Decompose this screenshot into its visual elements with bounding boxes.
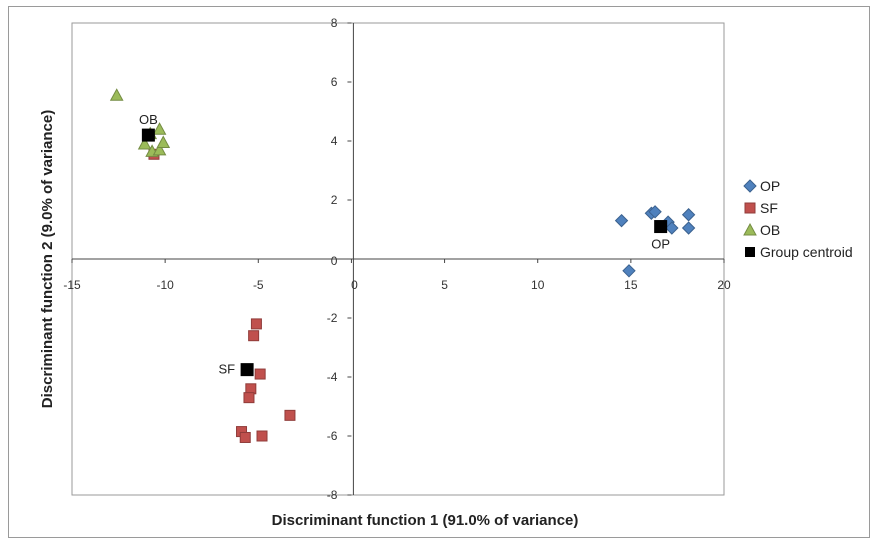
- y-tick-label: 8: [331, 16, 338, 30]
- legend-marker: [744, 202, 756, 214]
- y-tick-label: 0: [331, 254, 338, 268]
- op-point: [681, 208, 696, 222]
- ob-point: [137, 136, 152, 150]
- x-tick-label: 0: [351, 278, 358, 292]
- ob-point: [156, 135, 171, 148]
- x-tick-label: 5: [441, 278, 448, 292]
- op-point: [665, 221, 679, 235]
- legend-label: Group centroid: [760, 244, 853, 260]
- legend: OP SF OB Group centroid: [743, 178, 853, 260]
- centroid-label: OP: [651, 237, 670, 252]
- op-point: [622, 264, 636, 278]
- y-tick-label: -6: [327, 429, 338, 443]
- chart-frame: [8, 6, 870, 538]
- legend-item: OB: [743, 222, 780, 238]
- sf-point: [243, 392, 255, 404]
- ob-point: [152, 122, 167, 135]
- y-tick-label: 6: [331, 75, 338, 89]
- group-centroid-point: [141, 128, 155, 142]
- legend-label: OP: [760, 178, 780, 194]
- op-point: [648, 205, 662, 219]
- sf-point: [239, 431, 251, 443]
- legend-marker: [743, 179, 757, 193]
- sf-point: [248, 330, 260, 342]
- group-centroid-point: [654, 220, 668, 234]
- ob-point: [152, 142, 167, 156]
- y-tick-label: -4: [327, 370, 338, 384]
- ob-point: [109, 88, 124, 101]
- sf-point: [256, 430, 268, 442]
- centroid-label: OB: [139, 112, 158, 127]
- x-tick-label: 10: [531, 278, 545, 292]
- x-tick-label: 15: [624, 278, 638, 292]
- x-tick-label: 20: [717, 278, 731, 292]
- x-tick-label: -10: [156, 278, 174, 292]
- legend-item: OP: [743, 178, 780, 194]
- legend-label: OB: [760, 222, 780, 238]
- y-tick-labels: -8 -6 -4 -2 0 2 4 6 8: [327, 16, 352, 502]
- group-centroid-point: [240, 363, 254, 377]
- sf-point: [250, 318, 262, 330]
- x-tick-labels: -15 -10 -5 0 5 10 15 20: [63, 259, 731, 292]
- y-axis-title: Discriminant function 2 (9.0% of varianc…: [39, 110, 56, 408]
- centroid-label: SF: [218, 362, 235, 377]
- op-point: [681, 221, 696, 235]
- legend-item: Group centroid: [745, 244, 853, 260]
- sf-point: [284, 409, 296, 421]
- x-axis-title: Discriminant function 1 (91.0% of varian…: [272, 512, 579, 529]
- y-tick-label: -8: [327, 488, 338, 502]
- sf-point: [254, 368, 266, 380]
- data-points: [109, 88, 696, 443]
- op-point: [614, 213, 629, 228]
- y-tick-label: 2: [331, 193, 338, 207]
- y-tick-label: -2: [327, 311, 338, 325]
- centroid-annotations: OB SF OP: [139, 112, 670, 377]
- legend-item: SF: [744, 200, 778, 216]
- legend-marker: [743, 222, 757, 236]
- x-tick-label: -5: [253, 278, 264, 292]
- legend-marker: [745, 247, 755, 257]
- x-tick-label: -15: [63, 278, 81, 292]
- y-tick-label: 4: [331, 134, 338, 148]
- legend-label: SF: [760, 200, 778, 216]
